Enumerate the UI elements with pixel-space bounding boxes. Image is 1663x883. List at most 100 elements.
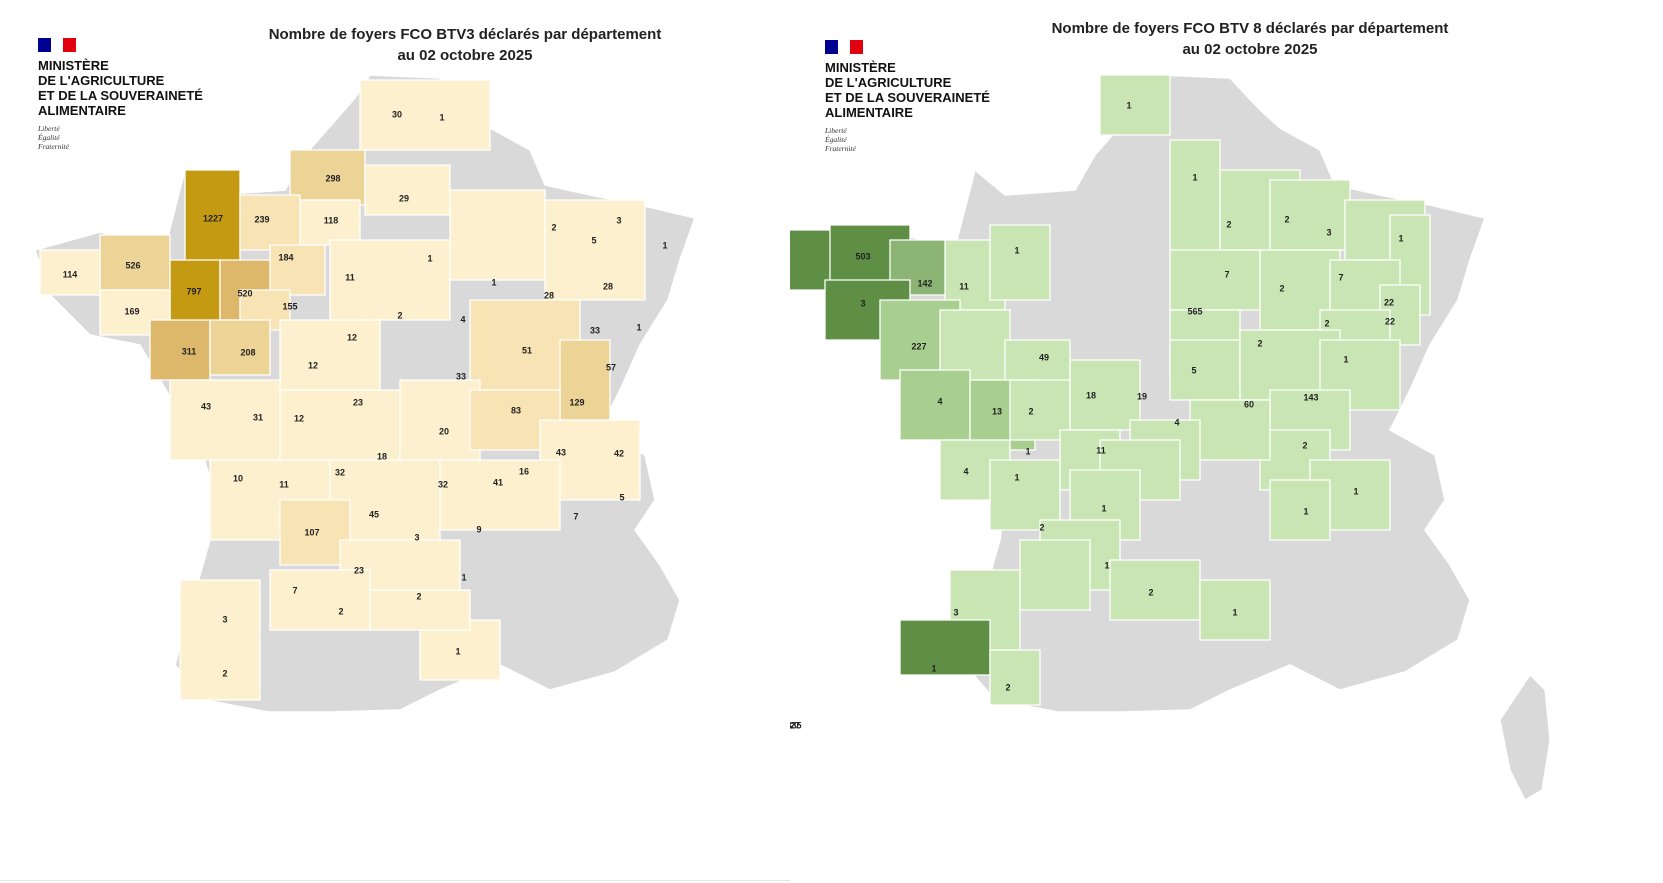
outbreak-count-label: 2 [338, 606, 343, 616]
outbreak-count-label: 11 [279, 479, 289, 489]
outbreak-count-label: 2 [1284, 214, 1289, 224]
department-area [419, 619, 501, 681]
outbreak-count-label: 142 [917, 278, 932, 288]
department-area [269, 569, 371, 631]
outbreak-count-label: 5 [1191, 365, 1196, 375]
department-area [1019, 539, 1091, 611]
outbreak-count-label: 2 [397, 310, 402, 320]
outbreak-count-label: 18 [377, 451, 387, 461]
outbreak-count-label: 1 [931, 663, 936, 673]
outbreak-count-label: 27 [790, 720, 800, 730]
department-area [369, 589, 471, 631]
motto-egalite: Égalité [825, 135, 847, 144]
department-area [1169, 139, 1221, 261]
department-area [1269, 179, 1351, 251]
outbreak-count-label: 22 [1385, 316, 1395, 326]
republic-motto: Liberté Égalité Fraternité [825, 126, 990, 153]
outbreak-count-label: 1 [1025, 446, 1030, 456]
department-area [899, 369, 971, 441]
department-area [279, 389, 401, 461]
outbreak-count-label: 4 [937, 396, 942, 406]
btv8-map-panel: Nombre de foyers FCO BTV 8 déclarés par … [790, 0, 1663, 883]
outbreak-count-label: 1 [1014, 472, 1019, 482]
outbreak-count-label: 23 [354, 565, 364, 575]
outbreak-count-label: 1 [1398, 233, 1403, 243]
outbreak-count-label: 5 [619, 492, 624, 502]
outbreak-count-label: 155 [282, 301, 297, 311]
outbreak-count-label: 11 [345, 272, 355, 282]
department-area [899, 619, 991, 676]
outbreak-count-label: 13 [992, 406, 1002, 416]
department-area [1099, 74, 1171, 136]
outbreak-count-label: 208 [240, 347, 255, 357]
outbreak-count-label: 11 [1096, 445, 1106, 455]
outbreak-count-label: 520 [237, 288, 252, 298]
outbreak-count-label: 3 [860, 298, 865, 308]
french-flag-icon [38, 38, 77, 52]
department-area [179, 579, 261, 701]
outbreak-count-label: 2 [1148, 587, 1153, 597]
outbreak-count-label: 7 [573, 511, 578, 521]
ministry-line-3: ET DE LA SOUVERAINETÉ [825, 90, 990, 105]
french-flag-icon [825, 40, 864, 54]
department-area [989, 649, 1041, 706]
department-area [449, 189, 546, 281]
department-area [329, 239, 451, 321]
outbreak-count-label: 60 [1244, 399, 1254, 409]
ministry-logo: MINISTÈRE DE L'AGRICULTURE ET DE LA SOUV… [38, 38, 203, 151]
btv8-title-line1: Nombre de foyers FCO BTV 8 déclarés par … [1051, 20, 1449, 37]
outbreak-count-label: 1 [662, 240, 667, 250]
outbreak-count-label: 32 [335, 467, 345, 477]
ministry-name: MINISTÈRE DE L'AGRICULTURE ET DE LA SOUV… [825, 60, 990, 120]
outbreak-count-label: 298 [325, 173, 340, 183]
department-area [364, 164, 451, 216]
outbreak-count-label: 23 [353, 397, 363, 407]
outbreak-count-label: 143 [1303, 392, 1318, 402]
corsica-btv8-area [1499, 674, 1551, 801]
outbreak-count-label: 33 [456, 371, 466, 381]
outbreak-count-label: 1227 [203, 213, 223, 223]
btv3-title: Nombre de foyers FCO BTV3 déclarés par d… [230, 24, 700, 66]
outbreak-count-label: 1 [1192, 172, 1197, 182]
outbreak-count-label: 4 [963, 466, 968, 476]
outbreak-count-label: 42 [614, 448, 624, 458]
motto-liberte: Liberté [38, 124, 60, 133]
outbreak-count-label: 107 [304, 527, 319, 537]
outbreak-count-label: 1 [427, 253, 432, 263]
department-area [149, 319, 211, 381]
outbreak-count-label: 2 [1028, 406, 1033, 416]
outbreak-count-label: 33 [590, 325, 600, 335]
outbreak-count-label: 7 [292, 585, 297, 595]
outbreak-count-label: 12 [294, 413, 304, 423]
outbreak-count-label: 2 [1302, 440, 1307, 450]
department-area [559, 339, 611, 421]
outbreak-count-label: 1 [461, 572, 466, 582]
department-area [169, 379, 281, 461]
outbreak-count-label: 2 [1226, 219, 1231, 229]
outbreak-count-label: 565 [1187, 306, 1202, 316]
outbreak-count-label: 5 [591, 235, 596, 245]
outbreak-count-label: 45 [369, 509, 379, 519]
outbreak-count-label: 19 [1137, 391, 1147, 401]
outbreak-count-label: 3 [222, 614, 227, 624]
outbreak-count-label: 1 [1303, 506, 1308, 516]
outbreak-count-label: 7 [1224, 269, 1229, 279]
outbreak-count-label: 28 [544, 290, 554, 300]
outbreak-count-label: 114 [63, 269, 78, 279]
outbreak-count-label: 49 [1039, 352, 1049, 362]
outbreak-count-label: 311 [182, 346, 197, 356]
outbreak-count-label: 10 [233, 473, 243, 483]
outbreak-count-label: 2 [222, 668, 227, 678]
department-area [279, 319, 381, 391]
outbreak-count-label: 32 [438, 479, 448, 489]
outbreak-count-label: 797 [186, 286, 201, 296]
outbreak-count-label: 503 [855, 251, 870, 261]
department-area [1169, 249, 1261, 311]
outbreak-count-label: 28 [603, 281, 613, 291]
btv8-title: Nombre de foyers FCO BTV 8 déclarés par … [1020, 18, 1480, 60]
outbreak-count-label: 3 [414, 532, 419, 542]
outbreak-count-label: 2 [1257, 338, 1262, 348]
ministry-name: MINISTÈRE DE L'AGRICULTURE ET DE LA SOUV… [38, 58, 203, 118]
outbreak-count-label: 1 [491, 277, 496, 287]
